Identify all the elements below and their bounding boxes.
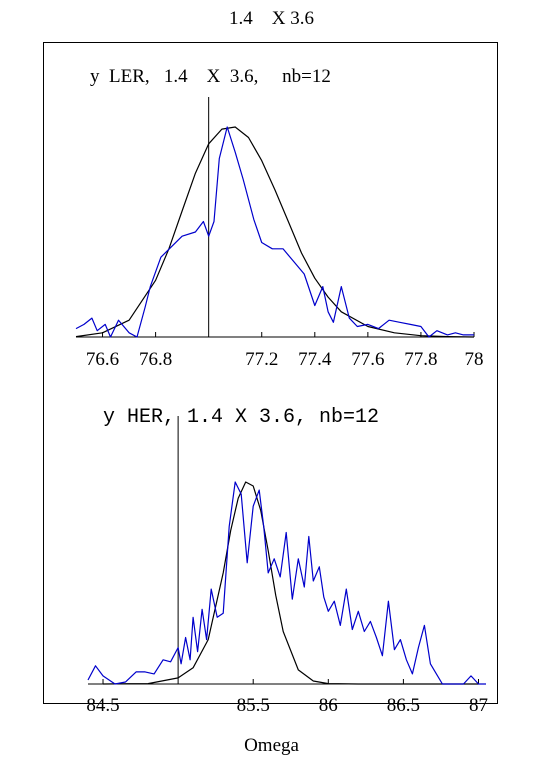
x-tick-label-her-2: 86 [319,695,338,716]
x-tick-label-her-4: 87 [469,695,488,716]
x-tick-label-ler-3: 77.4 [298,349,332,370]
chart-title-ler: y LER, 1.4 X 3.6, nb=12 [90,66,331,87]
data-curve-ler [75,126,474,338]
x-tick-label-ler-0: 76.6 [86,349,119,370]
fit-curve-ler [75,126,475,338]
plot-frame [43,42,498,704]
x-tick-label-her-0: 84.5 [86,695,119,716]
x-tick-label-ler-6: 78 [465,349,484,370]
page-title: 1.4 X 3.6 [229,8,314,29]
x-tick-label-ler-1: 76.8 [139,349,172,370]
x-tick-label-ler-5: 77.8 [404,349,437,370]
x-tick-label-ler-2: 77.2 [245,349,278,370]
x-tick-label-her-1: 85.5 [237,695,270,716]
fit-curve-her [102,481,479,685]
chart-title-her: y HER, 1.4 X 3.6, nb=12 [103,406,380,429]
x-tick-label-her-3: 86.5 [387,695,420,716]
x-axis-label: Omega [244,735,299,756]
x-tick-label-ler-4: 77.6 [351,349,384,370]
data-curve-her [87,481,486,685]
